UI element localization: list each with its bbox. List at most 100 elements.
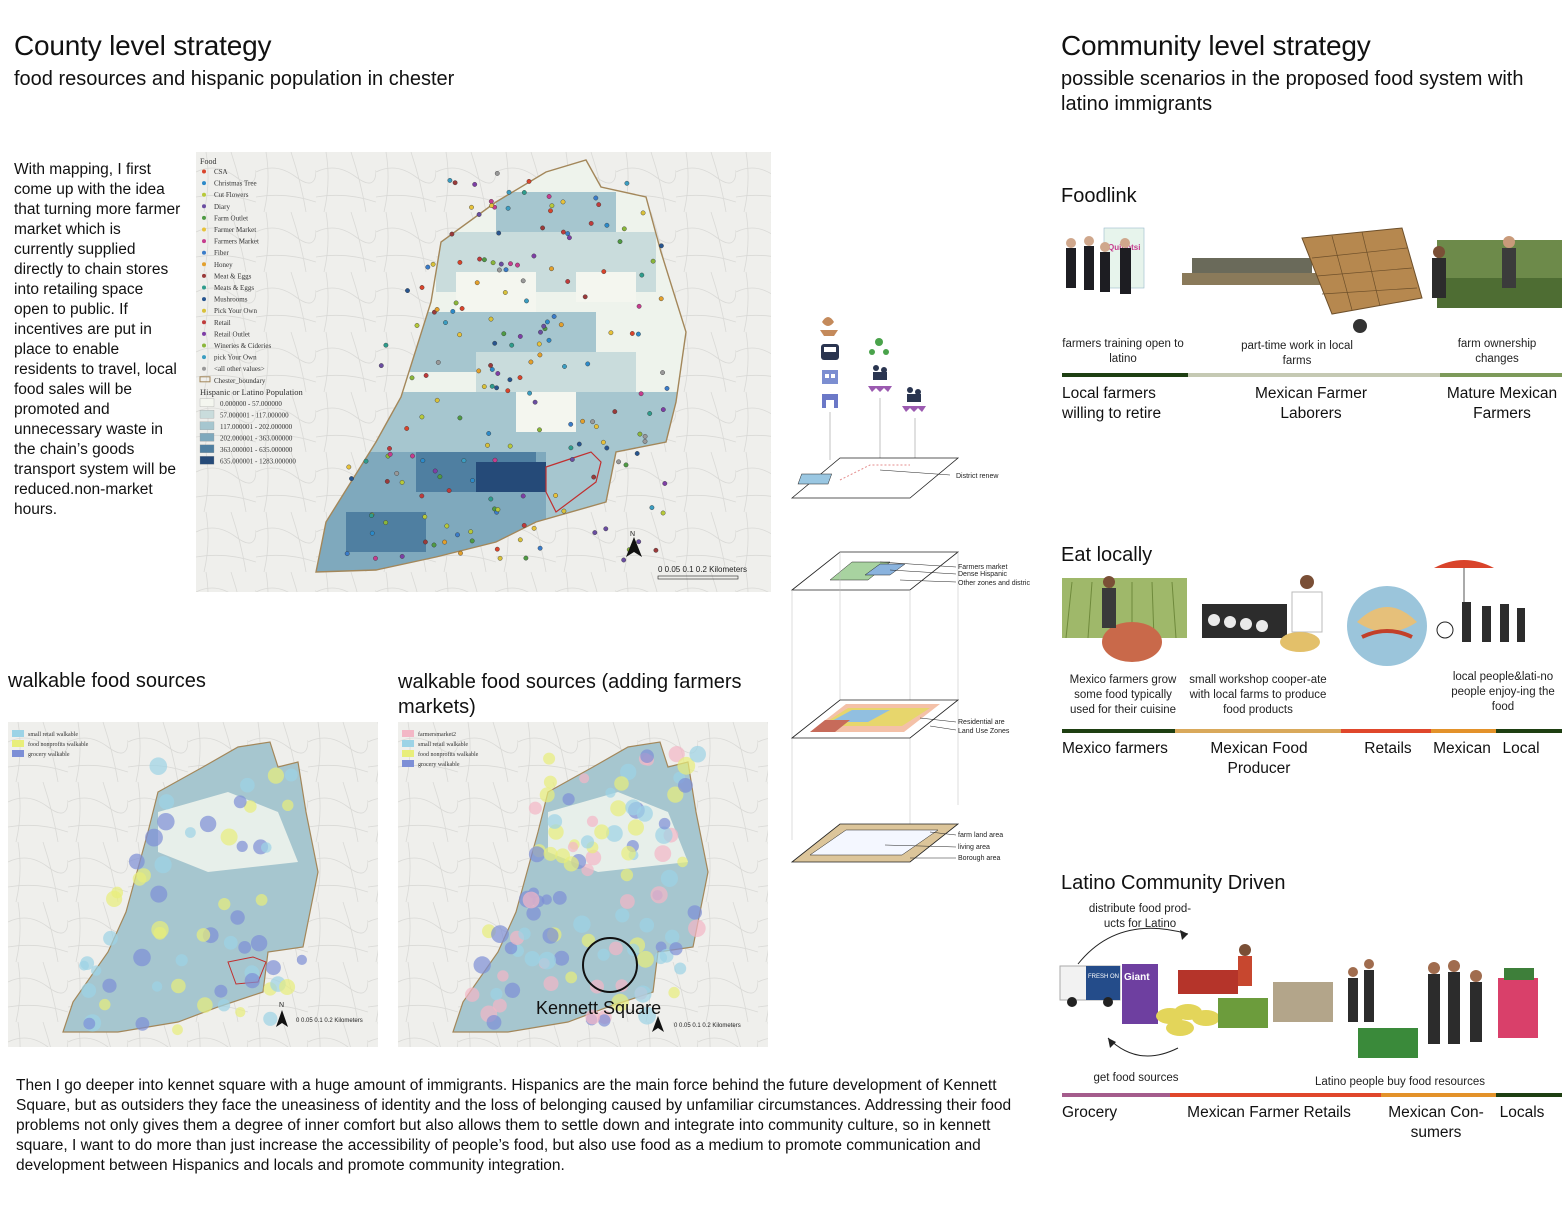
food-source-dot bbox=[623, 462, 629, 468]
walkable-zone bbox=[654, 845, 672, 862]
walkable-zone bbox=[490, 987, 503, 1001]
food-source-dot bbox=[419, 493, 425, 499]
walkable-zone bbox=[128, 853, 145, 870]
food-source-dot bbox=[488, 199, 494, 204]
food-source-dot bbox=[658, 296, 664, 302]
foodlink-bar-2 bbox=[1188, 373, 1440, 377]
latino-top-caption: distribute food prod-ucts for Latino bbox=[1088, 903, 1192, 930]
walkable-zone bbox=[158, 794, 175, 810]
food-source-dot bbox=[344, 551, 350, 556]
walkable-zone bbox=[528, 846, 545, 863]
food-source-dot bbox=[444, 523, 450, 529]
food-source-dots bbox=[344, 170, 670, 563]
food-source-dot bbox=[636, 303, 642, 309]
walkable-zone bbox=[674, 962, 687, 975]
walkable-zone bbox=[250, 935, 268, 952]
food-source-dot bbox=[524, 298, 529, 304]
food-source-dot bbox=[369, 513, 374, 518]
food-source-dot bbox=[387, 451, 393, 457]
food-source-dot bbox=[496, 267, 502, 273]
foodlink-label-1: Local farmers willing to retire bbox=[1062, 385, 1162, 422]
food-source-dot bbox=[580, 418, 585, 424]
food-source-dot bbox=[420, 458, 426, 463]
food-source-dot bbox=[566, 235, 572, 241]
food-source-dot bbox=[488, 496, 494, 502]
walkable-zone bbox=[581, 863, 594, 877]
walkable-zone bbox=[103, 930, 118, 946]
eat-title: Eat locally bbox=[1061, 544, 1153, 566]
food-source-dot bbox=[634, 451, 640, 456]
walkable-zone bbox=[620, 894, 635, 909]
legend-swatch bbox=[202, 308, 206, 313]
food-source-dot bbox=[502, 290, 508, 295]
walkable-zone bbox=[688, 919, 706, 938]
walkable-zone bbox=[552, 891, 567, 905]
food-source-dot bbox=[495, 507, 501, 512]
food-source-dot bbox=[494, 170, 500, 176]
latino-bar-3 bbox=[1381, 1093, 1496, 1097]
food-source-dot bbox=[544, 319, 550, 325]
walkable-zone bbox=[668, 746, 685, 763]
food-source-dot bbox=[537, 427, 542, 433]
food-source-dot bbox=[546, 194, 552, 199]
walkable-zone bbox=[543, 976, 559, 992]
latino-photo-strip: FRESH ON THE MOVE Giant bbox=[1058, 908, 1562, 1068]
food-source-dot bbox=[468, 529, 474, 535]
walkable-zone bbox=[217, 999, 231, 1012]
food-source-dot bbox=[660, 370, 665, 376]
food-source-dot bbox=[640, 210, 646, 216]
legend-item-label: CSA bbox=[214, 168, 228, 176]
food-source-dot bbox=[363, 458, 369, 464]
latino-label-3: Mexican Con-sumers bbox=[1388, 1104, 1484, 1141]
latino-bar-4 bbox=[1496, 1093, 1562, 1097]
food-source-dot bbox=[373, 555, 378, 561]
food-source-dot bbox=[649, 505, 655, 510]
north-label: N bbox=[630, 531, 635, 538]
community-title: Community level strategy bbox=[1061, 30, 1371, 61]
food-source-dot bbox=[443, 320, 448, 326]
truck-text: FRESH ON THE MOVE bbox=[1088, 974, 1152, 980]
county-paragraph: With mapping, I first come up with the i… bbox=[14, 161, 181, 518]
walkable-zone bbox=[636, 805, 653, 822]
scale-label: 0 0.05 0.1 0.2 Kilometers bbox=[658, 565, 747, 574]
walkable-zone bbox=[133, 948, 151, 967]
food-source-dot bbox=[642, 438, 648, 444]
walkable-zone bbox=[497, 970, 509, 982]
food-source-dot bbox=[458, 550, 463, 556]
population-class-label: 202.000001 - 363.000000 bbox=[220, 434, 293, 442]
walkable-zone bbox=[99, 998, 111, 1011]
walkable-zone bbox=[465, 987, 480, 1002]
walkable-zone bbox=[585, 1009, 601, 1025]
walkable-zone bbox=[689, 745, 706, 763]
legend-item-label: Meats & Eggs bbox=[214, 284, 254, 292]
walkable-zone bbox=[157, 813, 175, 831]
food-source-dot bbox=[496, 230, 502, 236]
walkable-zone bbox=[638, 1006, 656, 1025]
food-source-dot bbox=[457, 415, 463, 421]
food-source-dot bbox=[492, 340, 498, 346]
food-source-dot bbox=[637, 431, 643, 437]
food-source-dot bbox=[532, 399, 538, 405]
eat-bar-2 bbox=[1175, 729, 1341, 733]
food-source-dot bbox=[457, 332, 462, 338]
food-source-dot bbox=[489, 203, 494, 208]
food-source-dot bbox=[551, 314, 557, 319]
walkable-zone bbox=[581, 933, 596, 948]
scale-label: 0 0.05 0.1 0.2 Kilometers bbox=[296, 1018, 363, 1024]
walkable-zone bbox=[263, 1011, 278, 1026]
food-source-dot bbox=[399, 479, 405, 485]
food-source-dot bbox=[593, 424, 599, 429]
population-swatch bbox=[199, 444, 215, 453]
north-arrow: N bbox=[626, 531, 642, 557]
walkable-zone bbox=[255, 894, 268, 906]
community-subtitle: possible scenarios in the proposed food … bbox=[1061, 68, 1524, 115]
walkable-zone bbox=[185, 827, 196, 838]
food-source-dot bbox=[647, 411, 653, 416]
legend-swatch bbox=[202, 181, 206, 186]
market-stall-icon bbox=[822, 394, 838, 408]
walkable-zone bbox=[606, 825, 623, 842]
legend-swatch bbox=[202, 285, 206, 290]
legend-item-label: Farmer Market bbox=[214, 226, 256, 234]
food-source-dot bbox=[437, 474, 443, 480]
food-source-dot bbox=[517, 537, 523, 543]
